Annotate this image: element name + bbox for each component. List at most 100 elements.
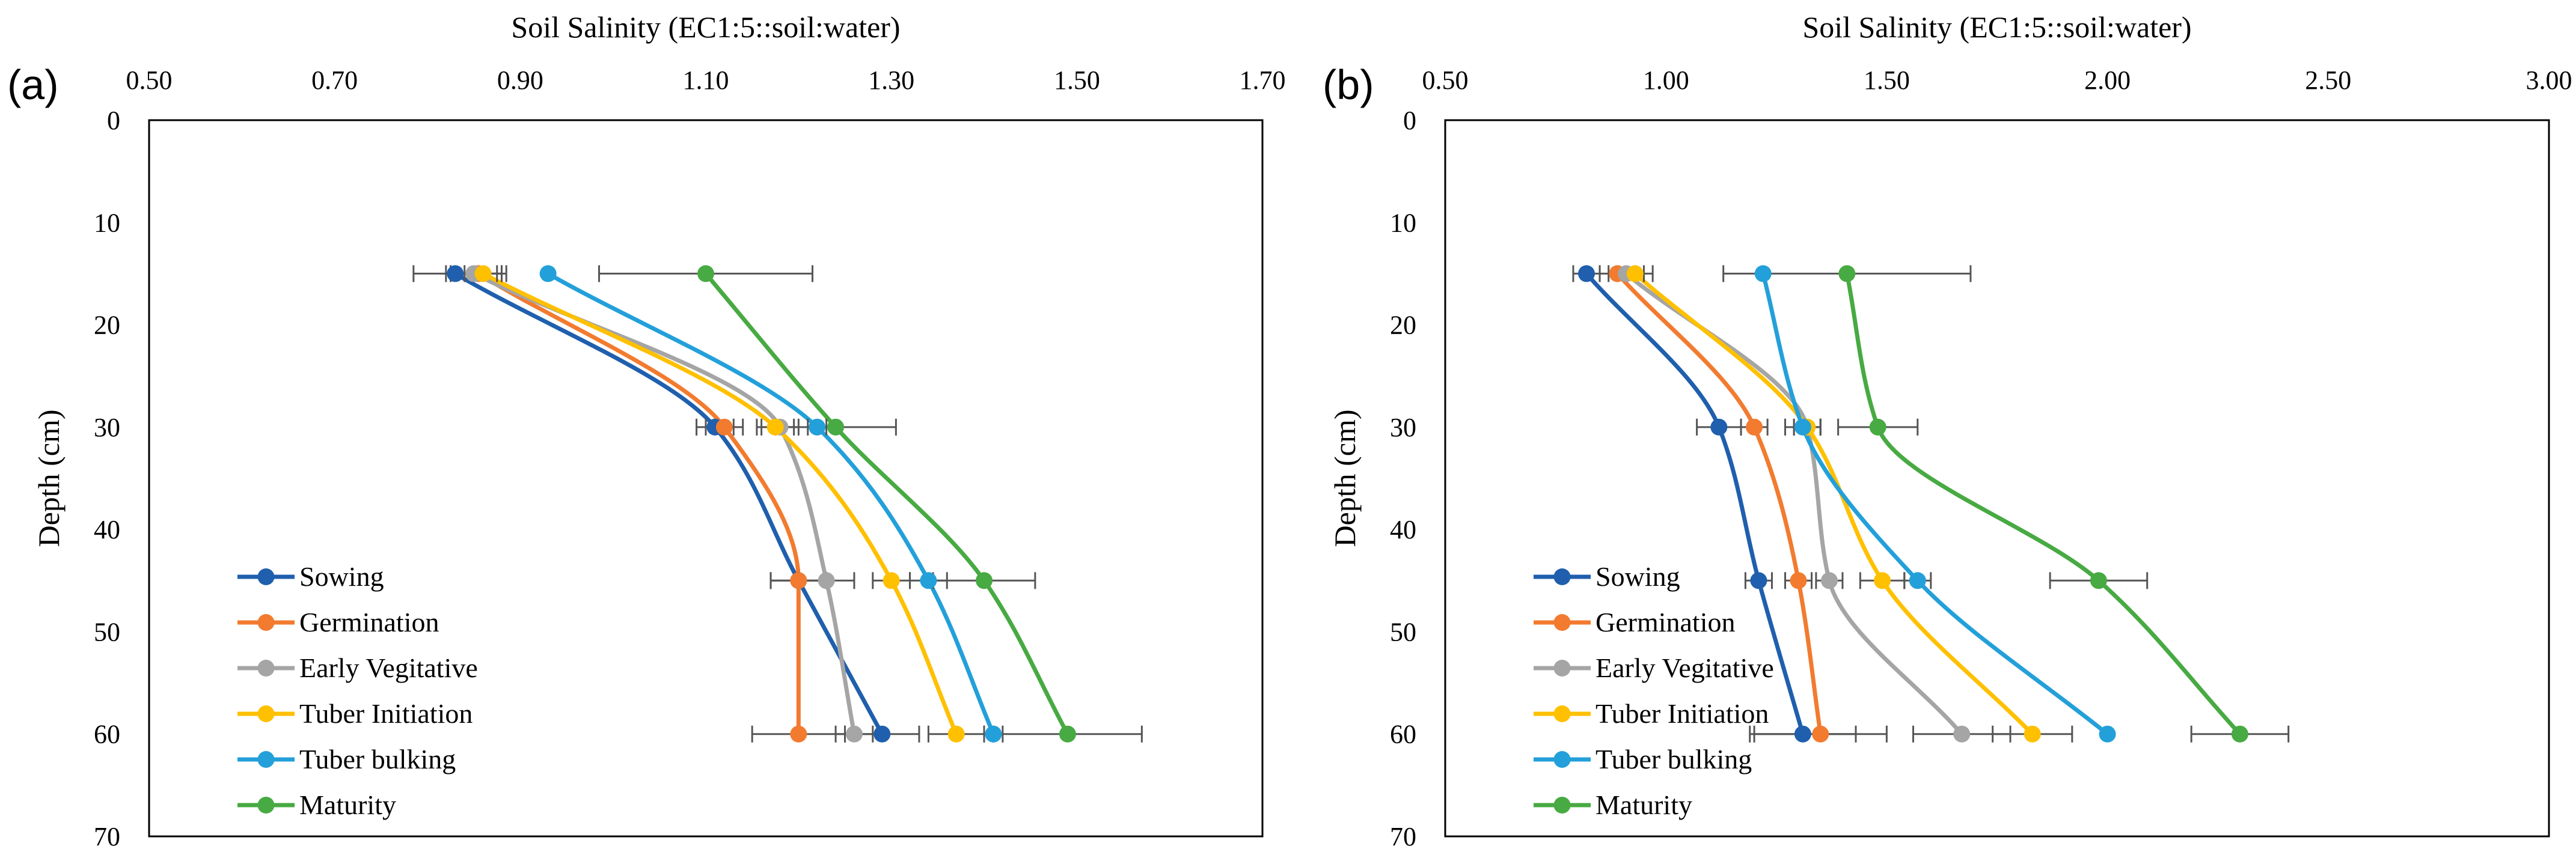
- data-point-maturity: [976, 572, 993, 589]
- x-axis-title: Soil Salinity (EC1:5::soil:water): [1802, 10, 2191, 44]
- y-tick-label: 20: [94, 311, 120, 340]
- y-tick-label: 70: [1390, 822, 1416, 851]
- legend-marker: [1553, 797, 1571, 814]
- legend-item: Early Vegitative: [237, 653, 478, 683]
- data-point-germination: [1812, 725, 1829, 743]
- data-point-maturity: [2090, 572, 2107, 589]
- x-tick-label: 0.90: [497, 65, 543, 95]
- legend-item: Early Vegitative: [1534, 653, 1774, 683]
- series-line-maturity: [704, 272, 1069, 735]
- legend-item: Sowing: [237, 561, 384, 592]
- y-axis-title: Depth (cm): [1328, 409, 1362, 547]
- y-tick-label: 10: [1390, 208, 1416, 237]
- x-tick-label: 1.10: [683, 65, 729, 95]
- legend-label: Tuber bulking: [1595, 744, 1752, 774]
- legend-label: Tuber Initiation: [1595, 698, 1769, 729]
- series-line-germination: [1615, 272, 1823, 735]
- legend-marker: [1553, 614, 1571, 631]
- data-point-germination: [715, 418, 733, 436]
- legend-label: Tuber bulking: [299, 744, 456, 774]
- data-point-germination: [1746, 418, 1763, 436]
- series-line-sowing: [454, 272, 884, 735]
- legend-marker: [1553, 660, 1571, 677]
- data-point-tuber-initiation: [766, 418, 784, 436]
- data-point-sowing: [873, 725, 891, 743]
- data-point-maturity: [697, 265, 714, 282]
- data-point-tuber-initiation: [2024, 725, 2041, 743]
- series-line-tuber-bulking: [546, 272, 996, 735]
- data-point-early-vegitative: [818, 572, 835, 589]
- data-point-tuber-initiation: [474, 265, 492, 282]
- legend-item: Maturity: [237, 790, 396, 820]
- plot-frame: [148, 119, 1264, 838]
- data-point-tuber-bulking: [539, 265, 557, 282]
- x-tick-label: 2.00: [2084, 65, 2131, 95]
- y-tick-label: 60: [94, 720, 120, 749]
- data-point-tuber-bulking: [1754, 265, 1772, 282]
- data-point-tuber-bulking: [2099, 725, 2116, 743]
- legend-item: Sowing: [1534, 561, 1680, 592]
- series-line-maturity: [1844, 273, 2242, 736]
- y-tick-label: 40: [1390, 515, 1416, 544]
- legend-label: Tuber Initiation: [299, 698, 473, 729]
- legend-marker: [257, 614, 275, 631]
- x-tick-label: 1.50: [1054, 65, 1100, 95]
- y-tick-label: 50: [94, 617, 120, 647]
- legend-marker: [257, 797, 275, 814]
- legend-label: Sowing: [1595, 561, 1680, 592]
- legend-item: Tuber bulking: [237, 744, 456, 774]
- data-point-tuber-initiation: [883, 572, 900, 589]
- x-tick-label: 1.00: [1643, 65, 1689, 95]
- data-point-tuber-bulking: [985, 725, 1002, 743]
- x-tick-label: 0.50: [126, 65, 173, 95]
- chart-panel-1: (a) Soil Salinity (EC1:5::soil:water)Dept…: [7, 10, 1286, 851]
- legend-label: Maturity: [299, 790, 396, 820]
- data-point-maturity: [1838, 265, 1856, 282]
- y-tick-label: 30: [94, 413, 120, 442]
- data-point-tuber-bulking: [1794, 418, 1811, 436]
- y-tick-label: 0: [1403, 106, 1416, 135]
- x-tick-label: 0.50: [1422, 65, 1469, 95]
- series-line-sowing: [1585, 272, 1805, 735]
- plot-frame: [1444, 119, 2550, 838]
- data-point-sowing: [447, 265, 464, 282]
- legend-item: Germination: [237, 607, 439, 637]
- x-tick-label: 2.50: [2305, 65, 2351, 95]
- legend-item: Germination: [1534, 607, 1736, 637]
- legend-marker: [257, 660, 275, 677]
- legend-label: Early Vegitative: [1595, 653, 1774, 683]
- legend-item: Tuber Initiation: [1534, 698, 1769, 729]
- data-point-maturity: [1869, 418, 1886, 436]
- legend-marker: [1553, 751, 1571, 768]
- series-line-tuber-initiation: [482, 272, 958, 735]
- y-tick-label: 70: [94, 822, 120, 851]
- legend-label: Germination: [299, 607, 439, 637]
- data-point-tuber-bulking: [809, 418, 826, 436]
- panel-label: (a): [7, 61, 59, 108]
- data-point-tuber-bulking: [1909, 572, 1926, 589]
- x-tick-label: 3.00: [2526, 65, 2572, 95]
- x-tick-label: 1.70: [1240, 65, 1286, 95]
- x-tick-label: 1.30: [868, 65, 914, 95]
- y-tick-label: 30: [1390, 413, 1416, 442]
- data-point-sowing: [1710, 418, 1728, 436]
- data-point-early-vegitative: [1953, 725, 1971, 743]
- legend-label: Early Vegitative: [299, 653, 478, 683]
- series-line-early-vegitative: [1624, 272, 1963, 735]
- data-point-germination: [790, 725, 807, 743]
- legend-label: Maturity: [1595, 790, 1692, 820]
- legend-item: Maturity: [1534, 790, 1692, 820]
- data-point-early-vegitative: [845, 725, 863, 743]
- data-point-germination: [790, 572, 807, 589]
- y-tick-label: 60: [1390, 720, 1416, 749]
- y-tick-label: 50: [1390, 617, 1416, 647]
- series-line-germination: [477, 272, 801, 734]
- data-point-sowing: [1794, 725, 1811, 743]
- data-point-tuber-initiation: [1874, 572, 1891, 589]
- legend-marker: [1553, 568, 1571, 585]
- data-point-tuber-bulking: [920, 572, 937, 589]
- legend-item: Tuber Initiation: [237, 698, 473, 729]
- x-tick-label: 0.70: [311, 65, 358, 95]
- y-tick-label: 40: [94, 515, 120, 544]
